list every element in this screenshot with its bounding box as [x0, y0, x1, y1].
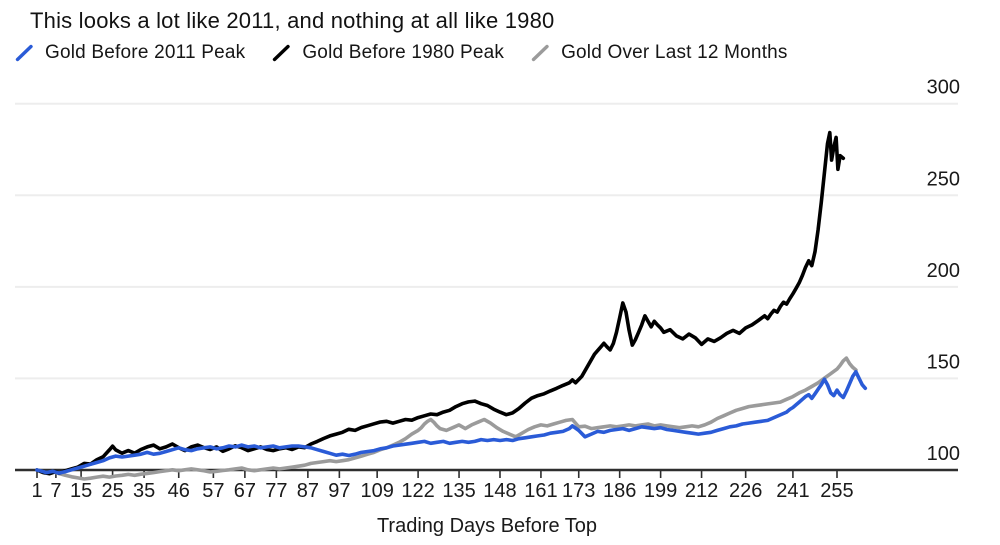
legend-item-gold-before-1980-peak: Gold Before 1980 Peak [271, 42, 504, 64]
y-tick-label: 100 [927, 443, 960, 465]
x-tick-label: 109 [360, 480, 393, 502]
x-tick-label: 226 [729, 480, 762, 502]
x-tick-label: 25 [101, 480, 123, 502]
black-slash-legend-icon [273, 44, 291, 61]
series-line-gold-over-last-12-months [35, 356, 858, 481]
chart-legend: Gold Before 2011 Peak Gold Before 1980 P… [14, 42, 788, 64]
x-tick-label: 186 [603, 480, 636, 502]
x-tick-label: 77 [265, 480, 287, 502]
x-tick-label: 241 [776, 480, 809, 502]
x-tick-label: 122 [401, 480, 434, 502]
legend-label: Gold Before 1980 Peak [302, 42, 505, 63]
x-tick-label: 7 [50, 480, 61, 502]
legend-item-gold-before-2011-peak: Gold Before 2011 Peak [14, 42, 245, 64]
y-tick-label: 250 [927, 168, 960, 190]
x-tick-label: 67 [234, 480, 256, 502]
x-tick-label: 161 [524, 480, 557, 502]
x-tick-label: 148 [483, 480, 516, 502]
x-tick-label: 199 [644, 480, 677, 502]
legend-item-gold-over-last-12-months: Gold Over Last 12 Months [530, 42, 788, 64]
x-tick-label: 15 [70, 480, 92, 502]
black-slash [273, 44, 291, 61]
x-axis-title: Trading Days Before Top [377, 515, 597, 537]
y-tick-label: 300 [927, 77, 960, 99]
x-tick-label: 1 [31, 480, 42, 502]
x-tick-label: 46 [168, 480, 190, 502]
series-line-gold-before-1980-peak [35, 130, 846, 476]
legend-label: Gold Before 2011 Peak [45, 42, 246, 63]
gray-slash-legend-icon [531, 44, 549, 61]
y-tick-label: 200 [927, 260, 960, 282]
blue-slash [15, 44, 33, 61]
x-tick-label: 255 [820, 480, 853, 502]
x-tick-label: 57 [202, 480, 224, 502]
gray-slash [531, 44, 549, 61]
x-tick-label: 135 [442, 480, 475, 502]
x-tick-label: 97 [328, 480, 350, 502]
x-tick-label: 35 [133, 480, 155, 502]
x-tick-label: 173 [562, 480, 595, 502]
y-tick-label: 150 [927, 351, 960, 373]
x-tick-label: 87 [297, 480, 319, 502]
legend-label: Gold Over Last 12 Months [561, 42, 788, 63]
series-line-gold-before-2011-peak [35, 369, 868, 475]
blue-slash-legend-icon [15, 44, 33, 61]
chart-title: This looks a lot like 2011, and nothing … [30, 8, 555, 33]
x-tick-label: 212 [685, 480, 718, 502]
